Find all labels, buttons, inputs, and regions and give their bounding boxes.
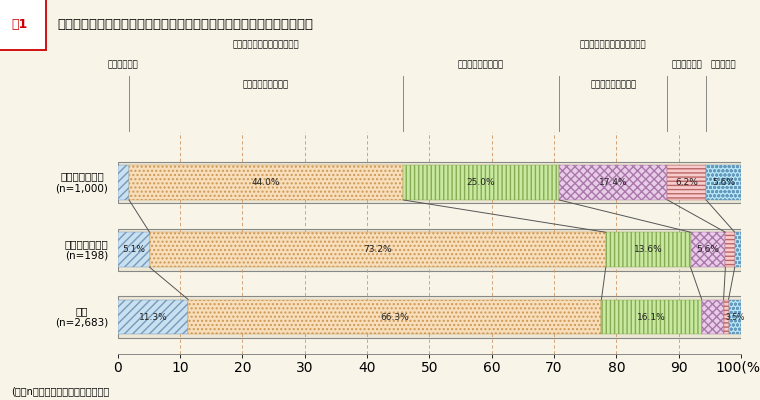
Bar <box>118 232 150 267</box>
Bar <box>691 232 725 267</box>
Text: 11.3%: 11.3% <box>138 312 167 322</box>
Text: 66.3%: 66.3% <box>381 312 409 322</box>
Text: 6.2%: 6.2% <box>676 178 698 187</box>
Text: 職員
(n=2,683): 職員 (n=2,683) <box>55 306 109 328</box>
Text: 一部に低い者もいる: 一部に低い者もいる <box>243 80 290 90</box>
Text: 13.6%: 13.6% <box>634 245 663 254</box>
Text: 国家公務員の倫理感について、現在、どのような印象をお持ちですか。: 国家公務員の倫理感について、現在、どのような印象をお持ちですか。 <box>57 18 313 31</box>
Bar <box>129 165 404 200</box>
Bar <box>404 165 559 200</box>
Bar <box>735 232 741 267</box>
Text: 17.4%: 17.4% <box>599 178 628 187</box>
Bar <box>667 165 706 200</box>
Bar <box>188 300 601 334</box>
Bar <box>118 300 188 334</box>
Text: 市民アンケート
(n=1,000): 市民アンケート (n=1,000) <box>55 172 109 193</box>
Text: どちらとも言えない: どちらとも言えない <box>458 60 504 69</box>
Text: 5.6%: 5.6% <box>712 178 735 187</box>
Text: 44.0%: 44.0% <box>252 178 280 187</box>
Text: 有識者モニター
(n=198): 有識者モニター (n=198) <box>65 239 109 260</box>
Bar <box>729 300 741 334</box>
Text: 一部に高い者もいる: 一部に高い者もいる <box>591 80 636 90</box>
Text: 分からない: 分からない <box>711 60 736 69</box>
Bar <box>706 165 741 200</box>
Bar <box>118 165 129 200</box>
Bar <box>150 232 606 267</box>
Text: 16.1%: 16.1% <box>637 312 666 322</box>
Bar <box>606 232 691 267</box>
Text: 25.0%: 25.0% <box>467 178 496 187</box>
Bar <box>725 232 735 267</box>
Bar <box>559 165 667 200</box>
Bar <box>701 300 724 334</box>
Bar <box>118 229 741 270</box>
Text: 5.1%: 5.1% <box>122 245 145 254</box>
Bar <box>118 162 741 203</box>
Text: 73.2%: 73.2% <box>363 245 392 254</box>
Text: 全体として倫理感が低いが、: 全体として倫理感が低いが、 <box>580 40 647 49</box>
Text: 倫理感が低い: 倫理感が低い <box>671 60 702 69</box>
Text: 5.6%: 5.6% <box>696 245 720 254</box>
Bar <box>118 296 741 338</box>
Text: 3.5%: 3.5% <box>725 312 745 322</box>
Text: 倫理感が高い: 倫理感が高い <box>108 60 139 69</box>
Text: 図1: 図1 <box>11 18 27 31</box>
Bar <box>724 300 729 334</box>
Text: 全体として倫理感が高いが、: 全体として倫理感が高いが、 <box>233 40 299 49</box>
Bar <box>601 300 701 334</box>
Text: (注）n：有効回答者数（以下同じ）: (注）n：有効回答者数（以下同じ） <box>11 386 109 396</box>
